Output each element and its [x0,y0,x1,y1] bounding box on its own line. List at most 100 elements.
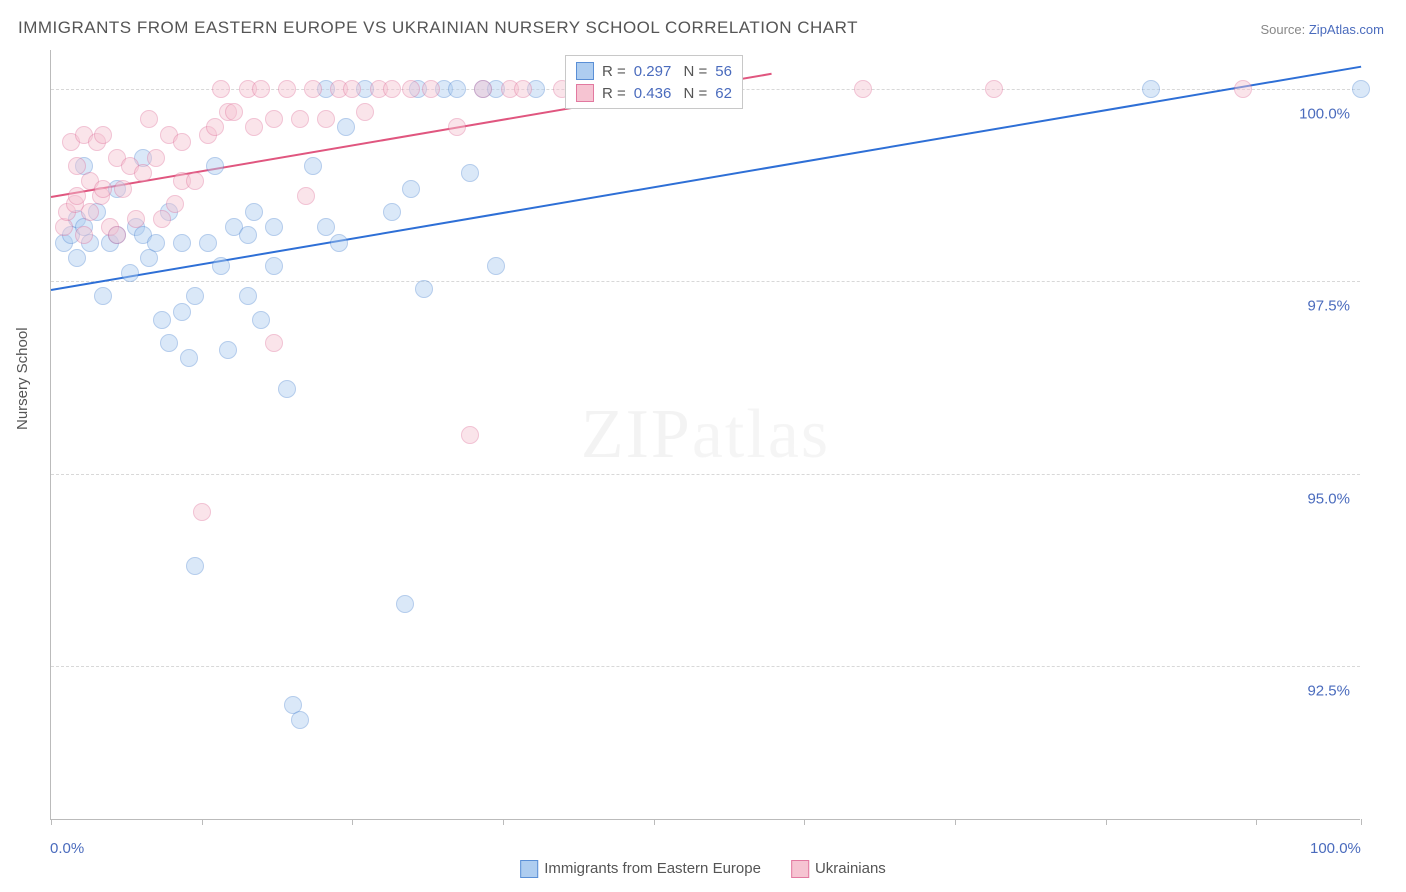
data-point-ukrainians [193,503,211,521]
data-point-eastern_europe [265,218,283,236]
x-tick [955,819,956,825]
data-point-ukrainians [297,187,315,205]
plot-area: ZIPatlas 92.5%95.0%97.5%100.0% [50,50,1360,820]
data-point-ukrainians [448,118,466,136]
data-point-eastern_europe [317,218,335,236]
data-point-ukrainians [265,110,283,128]
data-point-eastern_europe [278,380,296,398]
data-point-ukrainians [245,118,263,136]
swatch-icon [576,84,594,102]
data-point-eastern_europe [121,264,139,282]
data-point-eastern_europe [206,157,224,175]
data-point-ukrainians [94,180,112,198]
legend-bottom: Immigrants from Eastern Europe Ukrainian… [520,860,886,878]
x-tick-label: 100.0% [1310,840,1361,857]
legend-label-eastern-europe: Immigrants from Eastern Europe [544,860,761,877]
data-point-ukrainians [68,187,86,205]
x-tick [503,819,504,825]
data-point-ukrainians [140,110,158,128]
data-point-ukrainians [206,118,224,136]
data-point-ukrainians [166,195,184,213]
swatch-eastern-europe [520,860,538,878]
x-tick [1361,819,1362,825]
data-point-ukrainians [225,103,243,121]
data-point-eastern_europe [245,203,263,221]
x-tick-label: 0.0% [50,840,84,857]
r-value: 0.297 [634,63,672,80]
data-point-eastern_europe [383,203,401,221]
data-point-eastern_europe [396,595,414,613]
legend-item-ukrainians: Ukrainians [791,860,886,878]
data-point-ukrainians [514,80,532,98]
data-point-eastern_europe [252,311,270,329]
data-point-ukrainians [75,226,93,244]
data-point-eastern_europe [173,234,191,252]
data-point-ukrainians [68,157,86,175]
data-point-eastern_europe [448,80,466,98]
data-point-eastern_europe [330,234,348,252]
source-attribution: Source: ZipAtlas.com [1260,22,1384,37]
data-point-ukrainians [474,80,492,98]
data-point-eastern_europe [153,311,171,329]
data-point-eastern_europe [415,280,433,298]
data-point-ukrainians [383,80,401,98]
data-point-ukrainians [278,80,296,98]
data-point-eastern_europe [140,249,158,267]
x-tick [51,819,52,825]
n-label: N = [679,85,707,102]
y-tick-label: 92.5% [1307,683,1350,700]
data-point-ukrainians [343,80,361,98]
data-point-ukrainians [402,80,420,98]
legend-label-ukrainians: Ukrainians [815,860,886,877]
x-tick [804,819,805,825]
correlation-legend-box: R = 0.297 N = 56 R = 0.436 N = 62 [565,55,743,109]
r-label: R = [602,85,626,102]
data-point-eastern_europe [147,234,165,252]
data-point-eastern_europe [186,287,204,305]
n-value: 56 [715,63,732,80]
data-point-ukrainians [356,103,374,121]
data-point-ukrainians [114,180,132,198]
data-point-ukrainians [291,110,309,128]
source-prefix: Source: [1260,22,1308,37]
data-point-ukrainians [81,203,99,221]
data-point-ukrainians [147,149,165,167]
data-point-eastern_europe [239,226,257,244]
r-label: R = [602,63,626,80]
data-point-ukrainians [173,133,191,151]
data-point-ukrainians [127,210,145,228]
data-point-ukrainians [212,80,230,98]
data-point-eastern_europe [487,257,505,275]
n-label: N = [679,63,707,80]
x-tick [1256,819,1257,825]
r-value: 0.436 [634,85,672,102]
swatch-icon [576,62,594,80]
correlation-row-eastern-europe: R = 0.297 N = 56 [576,60,732,82]
x-tick [654,819,655,825]
y-axis-label: Nursery School [14,327,31,430]
data-point-ukrainians [55,218,73,236]
data-point-eastern_europe [219,341,237,359]
data-point-eastern_europe [199,234,217,252]
data-point-eastern_europe [173,303,191,321]
y-tick-label: 97.5% [1307,298,1350,315]
data-point-ukrainians [186,172,204,190]
watermark: ZIPatlas [581,395,830,475]
data-point-eastern_europe [265,257,283,275]
watermark-part-b: atlas [692,396,830,473]
data-point-eastern_europe [291,711,309,729]
data-point-eastern_europe [1352,80,1370,98]
data-point-ukrainians [252,80,270,98]
data-point-eastern_europe [212,257,230,275]
data-point-ukrainians [134,164,152,182]
gridline [51,666,1360,667]
data-point-ukrainians [304,80,322,98]
legend-item-eastern-europe: Immigrants from Eastern Europe [520,860,761,878]
source-link[interactable]: ZipAtlas.com [1309,22,1384,37]
data-point-ukrainians [265,334,283,352]
data-point-eastern_europe [94,287,112,305]
data-point-ukrainians [854,80,872,98]
gridline [51,474,1360,475]
n-value: 62 [715,85,732,102]
data-point-eastern_europe [68,249,86,267]
